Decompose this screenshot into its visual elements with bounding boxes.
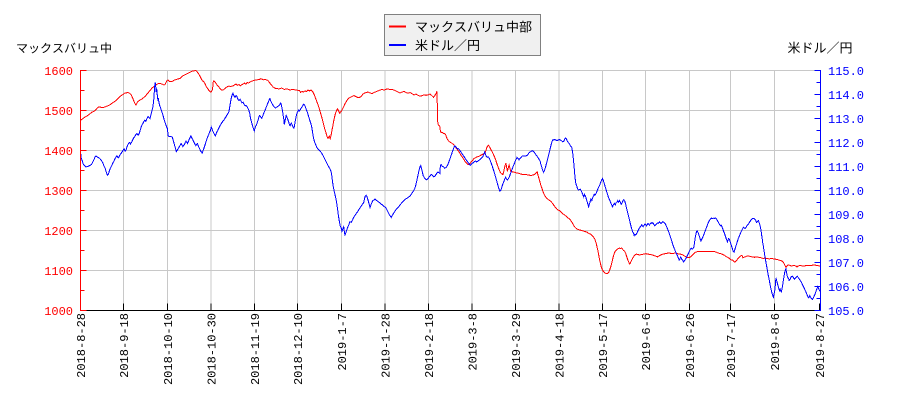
svg-text:108.0: 108.0 bbox=[828, 233, 864, 247]
svg-text:2019-2-18: 2019-2-18 bbox=[423, 313, 437, 378]
svg-text:2018-9-18: 2018-9-18 bbox=[118, 313, 132, 378]
svg-text:2018-8-28: 2018-8-28 bbox=[75, 313, 89, 378]
svg-text:114.0: 114.0 bbox=[828, 89, 864, 103]
svg-text:107.0: 107.0 bbox=[828, 257, 864, 271]
svg-text:1300: 1300 bbox=[44, 185, 73, 199]
svg-text:2019-8-27: 2019-8-27 bbox=[814, 313, 828, 378]
svg-text:1200: 1200 bbox=[44, 225, 73, 239]
svg-text:2019-1-7: 2019-1-7 bbox=[336, 313, 350, 371]
svg-text:105.0: 105.0 bbox=[828, 305, 864, 319]
svg-text:2019-4-18: 2019-4-18 bbox=[553, 313, 567, 378]
svg-text:110.0: 110.0 bbox=[828, 185, 864, 199]
svg-text:2019-5-17: 2019-5-17 bbox=[597, 313, 611, 378]
svg-text:2019-3-29: 2019-3-29 bbox=[510, 313, 524, 378]
svg-text:1500: 1500 bbox=[44, 105, 73, 119]
svg-text:2018-10-30: 2018-10-30 bbox=[205, 313, 219, 385]
svg-text:109.0: 109.0 bbox=[828, 209, 864, 223]
svg-text:2018-11-19: 2018-11-19 bbox=[249, 313, 263, 385]
svg-text:1400: 1400 bbox=[44, 145, 73, 159]
svg-text:115.0: 115.0 bbox=[828, 65, 864, 79]
svg-text:2018-10-10: 2018-10-10 bbox=[162, 313, 176, 385]
svg-text:2019-6-26: 2019-6-26 bbox=[684, 313, 698, 378]
svg-text:106.0: 106.0 bbox=[828, 281, 864, 295]
svg-text:113.0: 113.0 bbox=[828, 113, 864, 127]
svg-text:1600: 1600 bbox=[44, 65, 73, 79]
svg-text:2019-8-6: 2019-8-6 bbox=[769, 313, 783, 371]
svg-text:2019-6-6: 2019-6-6 bbox=[640, 313, 654, 371]
svg-text:2019-1-28: 2019-1-28 bbox=[379, 313, 393, 378]
svg-text:112.0: 112.0 bbox=[828, 137, 864, 151]
svg-text:2018-12-10: 2018-12-10 bbox=[292, 313, 306, 385]
svg-text:2019-3-8: 2019-3-8 bbox=[466, 313, 480, 371]
svg-text:2019-7-17: 2019-7-17 bbox=[725, 313, 739, 378]
svg-text:1000: 1000 bbox=[44, 305, 73, 319]
svg-text:1100: 1100 bbox=[44, 265, 73, 279]
svg-text:111.0: 111.0 bbox=[828, 161, 864, 175]
